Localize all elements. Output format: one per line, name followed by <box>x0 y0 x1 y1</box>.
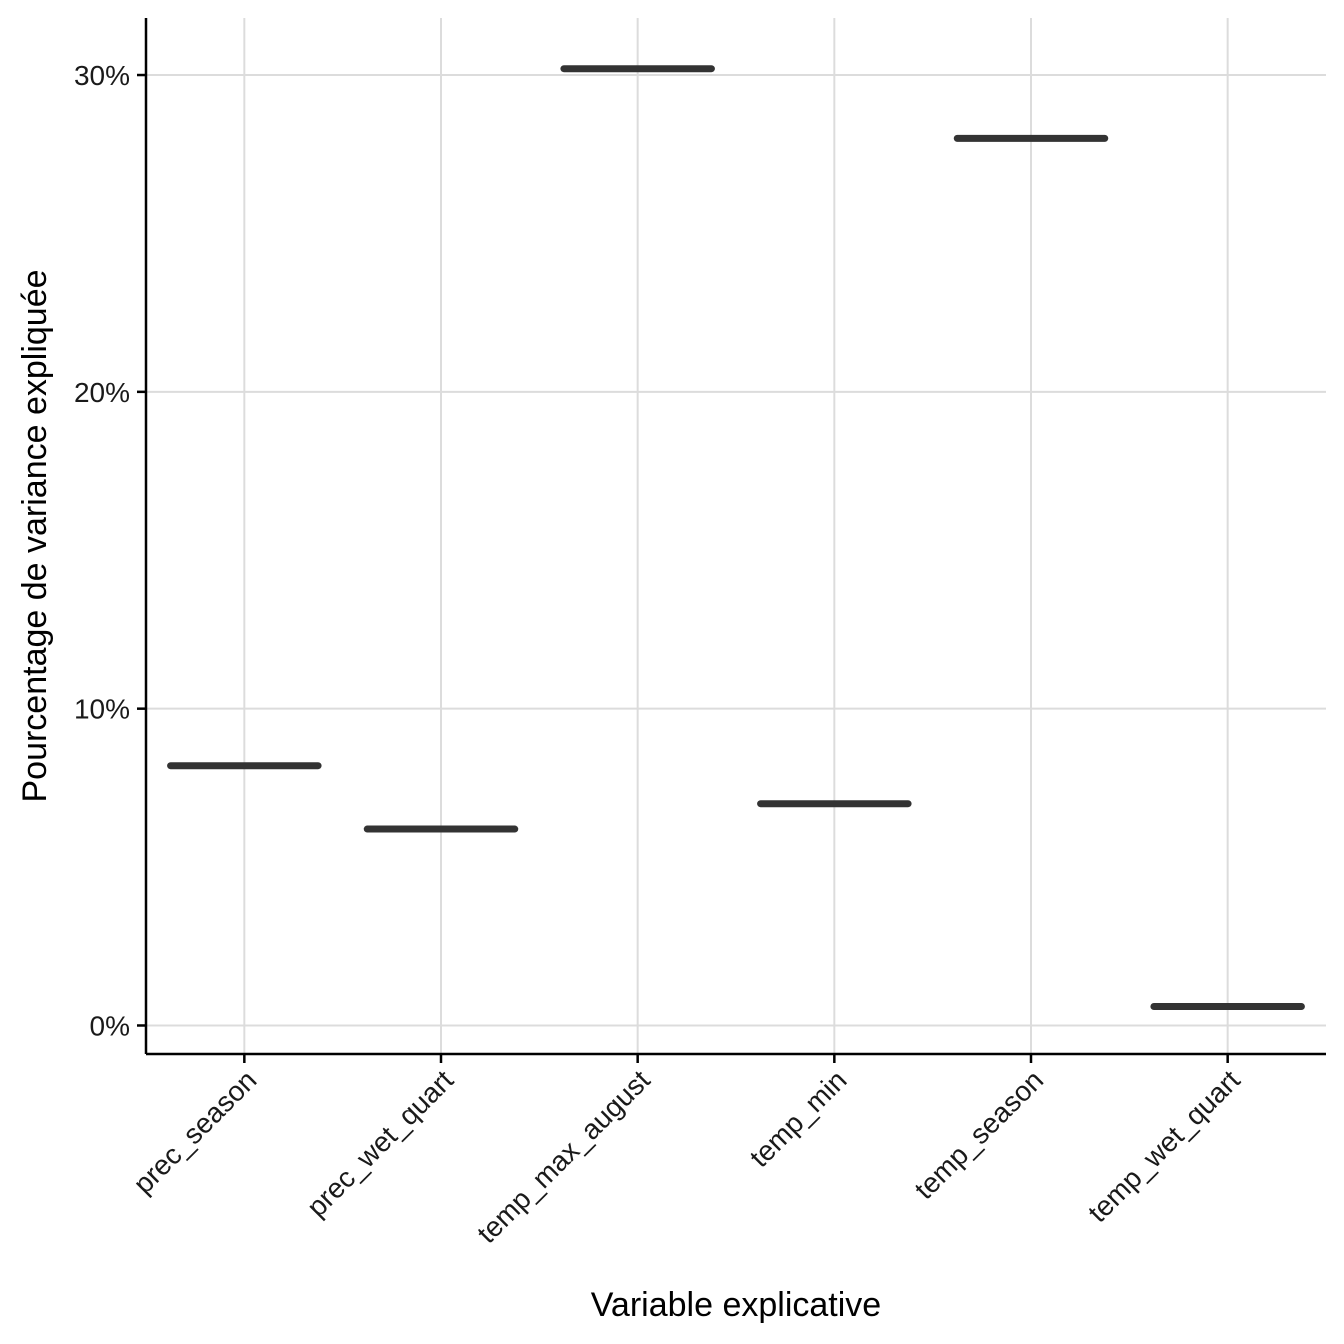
x-ticks: prec_season prec_wet_quart temp_max_august… <box>127 1054 1246 1249</box>
y-tick-label: 10% <box>74 694 130 725</box>
x-tick-label: temp_min <box>744 1064 853 1173</box>
y-tick-label: 0% <box>90 1010 130 1041</box>
y-ticks: 0% 10% 20% 30% <box>74 60 146 1041</box>
y-gridlines <box>146 74 1326 1027</box>
x-gridlines <box>243 18 1229 1054</box>
x-tick-label: prec_season <box>127 1064 262 1199</box>
x-tick-label: temp_max_august <box>471 1064 656 1249</box>
y-tick-label: 30% <box>74 60 130 91</box>
y-axis-title: Pourcentage de variance expliquée <box>16 269 54 802</box>
x-tick-label: prec_wet_quart <box>301 1064 460 1223</box>
x-tick-label: temp_wet_quart <box>1082 1064 1246 1228</box>
data-marks <box>167 65 1305 1010</box>
y-tick-label: 20% <box>74 377 130 408</box>
x-tick-label: temp_season <box>908 1064 1049 1205</box>
x-axis-title: Variable explicative <box>591 1286 881 1324</box>
